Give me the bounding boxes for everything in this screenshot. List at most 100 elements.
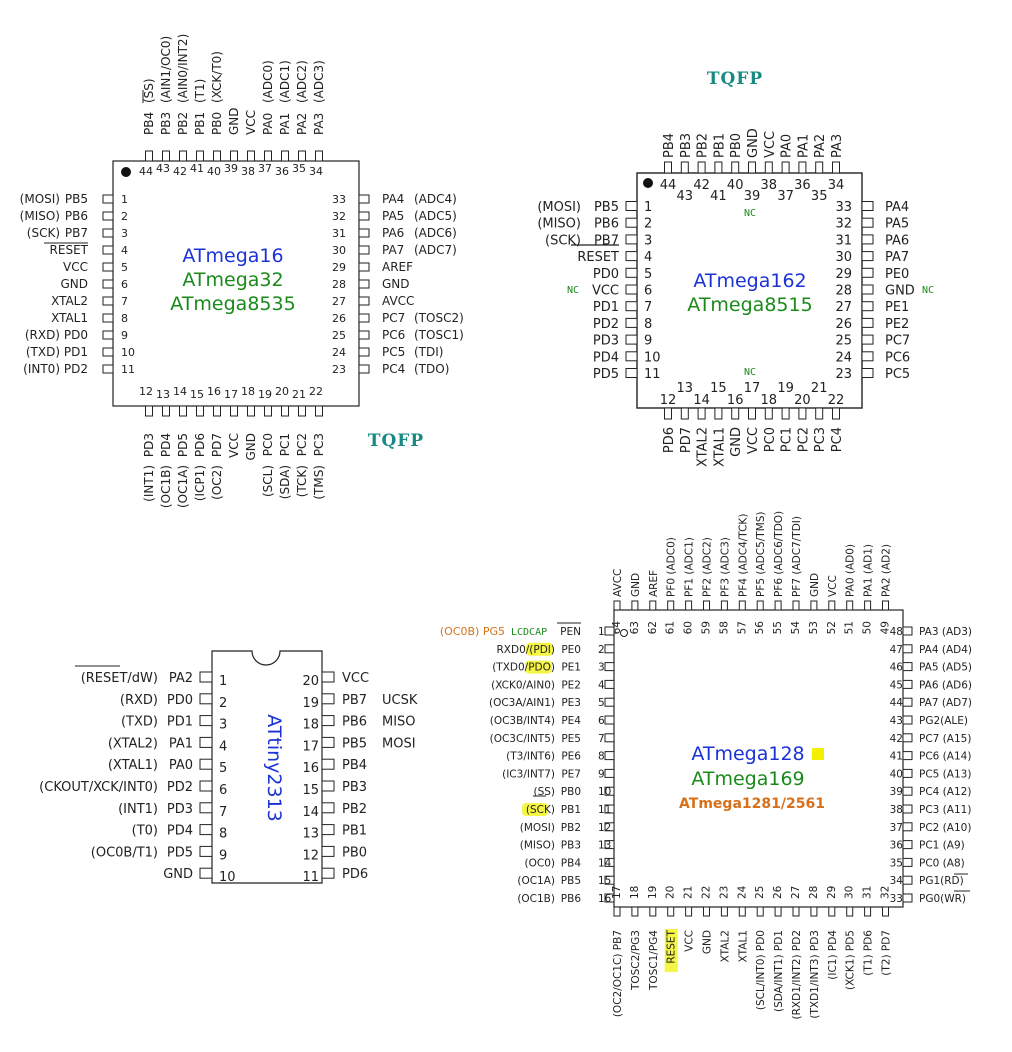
pin-label: PD5 (167, 845, 193, 860)
pin-pad (145, 150, 153, 162)
pin-label: PC7 (A15) (919, 733, 971, 745)
pin-pad (613, 600, 621, 611)
pin-label: (OC2/OC1C) PB7 (612, 930, 624, 1017)
pin-function: (OC0B/T1) (91, 845, 158, 860)
pin-label: PA7 (885, 250, 909, 265)
pin-number: 5 (644, 267, 652, 282)
pin-pad (213, 405, 221, 417)
pin-pad (748, 161, 756, 174)
pin-label: PE6 (561, 751, 581, 763)
pin-pad (604, 857, 615, 867)
pin-function: (OC1A) (517, 875, 555, 887)
pin-function: (ADC1) (278, 60, 292, 103)
pin-pad (902, 768, 913, 778)
pin-pad (902, 697, 913, 707)
pin-function: (SDA) (278, 465, 292, 499)
pin-pad (281, 405, 289, 417)
pin-number: 26 (332, 312, 346, 325)
pin-number: 33 (890, 893, 903, 905)
pin-function: (IC3/INT7) (502, 768, 555, 780)
pin-label: PA7 (AD7) (919, 697, 972, 709)
pin-label: PD0 (64, 328, 88, 342)
pin-pad (199, 693, 213, 705)
pin-label: PD2 (593, 317, 619, 332)
pin-function: (ADC7) (414, 243, 457, 257)
pin-pad (815, 407, 824, 420)
pin-number: 34 (309, 165, 323, 178)
pin-label: PG0(WR) (919, 893, 966, 905)
pin-label: PD6 (662, 427, 677, 453)
chip-name: ATmega8515 (687, 294, 812, 316)
pin-number: 56 (754, 621, 766, 635)
pin-number: 44 (890, 697, 904, 709)
pin-pad (604, 662, 615, 672)
pin-number: 40 (727, 178, 744, 193)
pin-label: PB5 (594, 200, 619, 215)
pin-pad (604, 679, 615, 689)
pin-number: 39 (890, 786, 903, 798)
pin-pad (102, 228, 114, 238)
pin-label: AREF (382, 260, 413, 274)
pin-label: PC5 (885, 367, 910, 382)
pin-function: (SS) (533, 786, 555, 798)
pin-number: 10 (121, 346, 135, 359)
pin-pad (774, 600, 782, 611)
pin-label: PB2 (176, 112, 190, 135)
pin-function: (SCL) (261, 465, 275, 497)
pin-number: 40 (207, 165, 221, 178)
pin-number: 12 (598, 822, 611, 834)
chip-body (613, 609, 904, 908)
pin-label: GND (630, 573, 642, 597)
pin-number: 4 (598, 679, 605, 691)
pin-label: PD4 (167, 824, 193, 839)
pin-number: 12 (302, 848, 319, 863)
pin-pad (358, 279, 370, 289)
pin-number: 15 (190, 388, 204, 401)
pin-label: PB3 (342, 780, 367, 795)
pin-pad (697, 407, 706, 420)
pin-function: (INT1) (142, 465, 156, 502)
pin-label: PC4 (382, 362, 405, 376)
pin-number: 11 (598, 804, 611, 816)
pin-pad (902, 804, 913, 814)
pin-pad (756, 906, 764, 917)
pin-label: PA3 (AD3) (919, 626, 972, 638)
pin-pad (604, 733, 615, 743)
yellow-marker (812, 748, 824, 760)
pin-number: 10 (598, 786, 611, 798)
pin-pad (321, 845, 335, 857)
pin-pad (764, 407, 773, 420)
pin-label: PC2 (A10) (919, 822, 971, 834)
pin-label: PC0 (763, 427, 778, 452)
pin-number: 30 (844, 886, 856, 899)
pin-function: (AIN0/INT2) (176, 34, 190, 103)
nc-label-top: NC (744, 208, 756, 219)
pin-number: 31 (332, 227, 346, 240)
pin-number: 19 (302, 696, 319, 711)
pin-number: 9 (219, 848, 227, 863)
pin-label: PD2 (167, 780, 193, 795)
pin-label: PE5 (561, 733, 581, 745)
pin-label: GND (885, 284, 915, 299)
pin-pad (720, 906, 728, 917)
pin-number: 7 (598, 733, 605, 745)
pin-number: 18 (629, 886, 641, 899)
pin-number: 53 (808, 621, 820, 634)
pin-number: 4 (644, 250, 652, 265)
pin-pad (902, 626, 913, 636)
pin-label: (SCL/INT0) PD0 (755, 930, 767, 1010)
pin-number: 5 (121, 261, 128, 274)
pin-label: TOSC2/PG3 (630, 930, 642, 991)
pin-pad (230, 150, 238, 162)
pin-number: 13 (302, 827, 319, 842)
pin-function: (XCK0/AIN0) (491, 679, 555, 691)
package-label: TQFP (707, 69, 763, 89)
pin-label: VCC (227, 433, 241, 458)
pin-label: GND (702, 930, 714, 954)
pin-number: 24 (736, 885, 748, 899)
pin-label: PD6 (193, 433, 207, 457)
pin-number: 3 (598, 662, 605, 674)
pin-pad (664, 407, 672, 420)
pin-function: (OC1B) (517, 893, 555, 905)
pin-number: 38 (890, 804, 903, 816)
